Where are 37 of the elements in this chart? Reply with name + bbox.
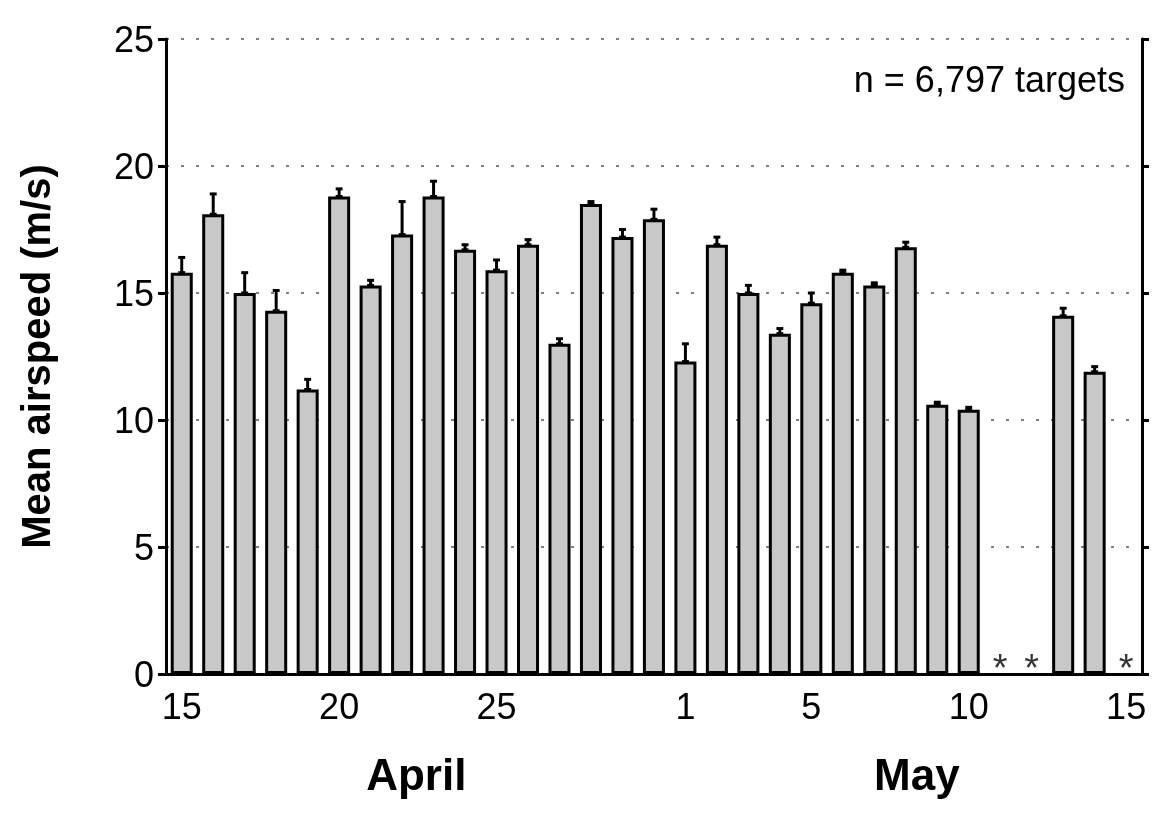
text: April <box>366 749 467 799</box>
bar <box>705 244 728 674</box>
annotation: * <box>992 647 1008 689</box>
bar <box>359 285 382 674</box>
x-tick-label: 15 <box>161 685 202 727</box>
annotation: * <box>1024 647 1040 689</box>
bar <box>391 234 414 674</box>
annotation: n = 6,797 targets <box>853 58 1126 100</box>
bar <box>1083 371 1106 674</box>
x-tick-label: 1 <box>675 685 696 727</box>
bar <box>831 272 854 674</box>
y-tick-label: 5 <box>133 526 154 568</box>
bar <box>517 244 540 674</box>
bar <box>265 310 288 674</box>
x-tick-label: 10 <box>948 685 989 727</box>
bar <box>579 204 602 674</box>
y-tick-label: 0 <box>133 653 154 695</box>
bar <box>768 333 791 674</box>
y-tick-label: 25 <box>113 18 154 60</box>
bar <box>296 389 319 674</box>
bar <box>454 249 477 674</box>
bar <box>863 285 886 674</box>
y-axis-title: Mean airspeed (m/s) <box>14 164 58 549</box>
bar <box>548 343 571 674</box>
bar <box>894 247 917 674</box>
y-tick-label: 15 <box>113 272 154 314</box>
bar <box>1052 315 1075 674</box>
bar <box>926 404 949 674</box>
bar <box>170 272 193 674</box>
y-tick-label: 10 <box>113 399 154 441</box>
bar <box>674 361 697 674</box>
bar <box>957 409 980 674</box>
y-tick-label: 20 <box>113 145 154 187</box>
x-tick-label: 5 <box>801 685 822 727</box>
x-tick-label: 25 <box>476 685 517 727</box>
text: May <box>874 749 961 799</box>
x-tick-label: 20 <box>319 685 360 727</box>
